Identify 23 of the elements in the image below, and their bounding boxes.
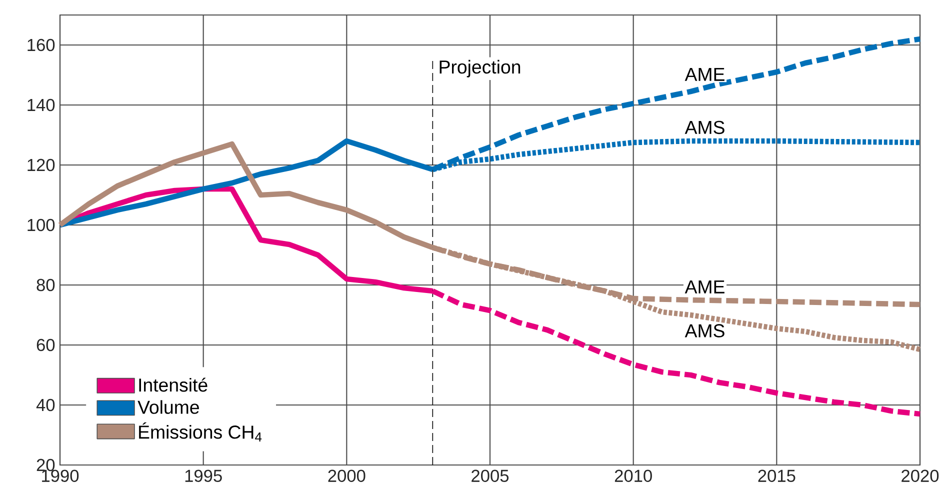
y-tick-label: 160 xyxy=(28,38,55,52)
x-tick-label: 2005 xyxy=(472,470,509,482)
series-label: AME xyxy=(684,68,724,81)
x-tick-label: 2000 xyxy=(328,470,366,482)
series-label: AME xyxy=(684,280,724,294)
y-tick-label: 60 xyxy=(36,338,55,352)
ref-line-label: Projection xyxy=(440,60,520,78)
legend-label: Intensité xyxy=(139,378,208,392)
y-tick-label: 140 xyxy=(28,98,55,112)
x-tick-label: 1990 xyxy=(42,470,79,482)
series-label: AMS xyxy=(684,324,724,338)
y-tick-label: 80 xyxy=(36,278,55,292)
y-tick-label: 100 xyxy=(28,218,55,232)
y-tick-label: 40 xyxy=(36,398,55,412)
legend-label: Émissions CH$_{4}$ xyxy=(139,422,262,442)
x-tick-label: 2010 xyxy=(614,470,652,482)
y-tick-label: 20 xyxy=(36,458,55,472)
x-tick-label: 1995 xyxy=(185,470,222,482)
legend-label: Volume xyxy=(138,400,199,414)
y-tick-label: 120 xyxy=(28,158,55,172)
series-label: AMS xyxy=(684,120,724,134)
x-tick-label: 2015 xyxy=(758,470,796,482)
x-tick-label: 2020 xyxy=(902,470,939,482)
